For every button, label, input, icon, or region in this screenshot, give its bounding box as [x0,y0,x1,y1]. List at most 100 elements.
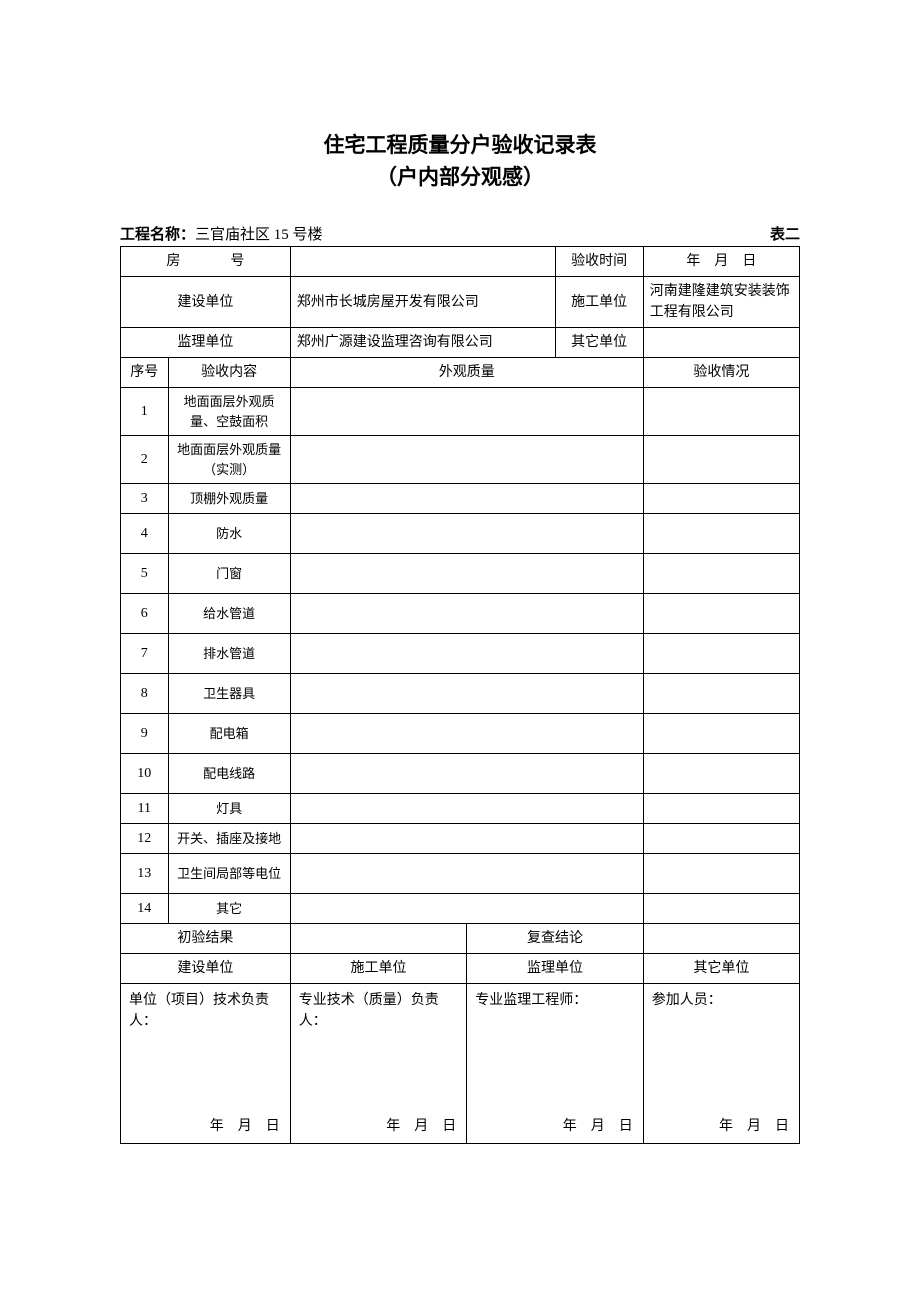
row-unit-headers: 建设单位 施工单位 监理单位 其它单位 [121,954,800,984]
table-row: 11灯具 [121,794,800,824]
sig-other-unit: 参加人员： 年 月 日 [643,984,799,1144]
cell-seq: 13 [121,854,169,894]
hdr-other-unit: 其它单位 [643,954,799,984]
cell-status [643,388,799,436]
cell-seq: 7 [121,634,169,674]
cell-status [643,674,799,714]
cell-seq: 4 [121,514,169,554]
header-row: 工程名称：三官庙社区 15 号楼 表二 [120,223,800,244]
table-row: 12开关、插座及接地 [121,824,800,854]
cell-status [643,554,799,594]
hdr-build-unit: 建设单位 [121,954,291,984]
table-row: 14其它 [121,894,800,924]
document-title: 住宅工程质量分户验收记录表 （户内部分观感） [120,130,800,193]
cell-content: 地面面层外观质量（实测） [168,436,290,484]
table-row: 8卫生器具 [121,674,800,714]
cell-quality [290,674,643,714]
cell-content: 其它 [168,894,290,924]
cell-quality [290,514,643,554]
sig-build-date: 年 月 日 [210,1116,280,1137]
cell-quality [290,436,643,484]
cell-content: 地面面层外观质量、空鼓面积 [168,388,290,436]
value-initial-result [290,924,467,954]
project-name-value: 三官庙社区 15 号楼 [195,227,323,243]
cell-status [643,794,799,824]
sig-build-label: 单位（项目）技术负责人： [129,990,282,1032]
label-construct-unit: 施工单位 [555,277,643,328]
cell-content: 给水管道 [168,594,290,634]
label-appearance: 外观质量 [290,358,643,388]
acceptance-table: 房 号 验收时间 年 月 日 建设单位 郑州市长城房屋开发有限公司 施工单位 河… [120,246,800,1144]
cell-seq: 14 [121,894,169,924]
sig-construct-date: 年 月 日 [386,1116,456,1137]
table-row: 3顶棚外观质量 [121,484,800,514]
sig-other-date: 年 月 日 [719,1116,789,1137]
cell-quality [290,388,643,436]
value-review-result [643,924,799,954]
value-build-unit: 郑州市长城房屋开发有限公司 [290,277,555,328]
table-row: 5门窗 [121,554,800,594]
value-construct-unit: 河南建隆建筑安装装饰工程有限公司 [643,277,799,328]
cell-quality [290,894,643,924]
label-build-unit: 建设单位 [121,277,291,328]
cell-status [643,754,799,794]
row-signatures: 单位（项目）技术负责人： 年 月 日 专业技术（质量）负责人： 年 月 日 专业… [121,984,800,1144]
cell-content: 开关、插座及接地 [168,824,290,854]
row-supervise-unit: 监理单位 郑州广源建设监理咨询有限公司 其它单位 [121,328,800,358]
cell-status [643,714,799,754]
cell-quality [290,824,643,854]
label-seq: 序号 [121,358,169,388]
cell-quality [290,854,643,894]
cell-seq: 11 [121,794,169,824]
value-room-no [290,247,555,277]
cell-quality [290,484,643,514]
table-row: 1地面面层外观质量、空鼓面积 [121,388,800,436]
cell-seq: 9 [121,714,169,754]
project-name-label: 工程名称： [120,227,195,243]
cell-quality [290,594,643,634]
cell-quality [290,714,643,754]
cell-content: 排水管道 [168,634,290,674]
cell-seq: 8 [121,674,169,714]
sig-supervise-unit: 专业监理工程师： 年 月 日 [467,984,644,1144]
hdr-construct-unit: 施工单位 [290,954,467,984]
row-results: 初验结果 复查结论 [121,924,800,954]
table-row: 13卫生间局部等电位 [121,854,800,894]
label-content: 验收内容 [168,358,290,388]
label-accept-time: 验收时间 [555,247,643,277]
cell-status [643,634,799,674]
cell-seq: 6 [121,594,169,634]
table-row: 4防水 [121,514,800,554]
cell-status [643,484,799,514]
cell-status [643,894,799,924]
label-status: 验收情况 [643,358,799,388]
table-row: 10配电线路 [121,754,800,794]
cell-status [643,854,799,894]
row-list-header: 序号 验收内容 外观质量 验收情况 [121,358,800,388]
cell-content: 卫生器具 [168,674,290,714]
cell-content: 门窗 [168,554,290,594]
cell-content: 配电线路 [168,754,290,794]
table-number: 表二 [770,223,800,244]
cell-content: 卫生间局部等电位 [168,854,290,894]
title-line-1: 住宅工程质量分户验收记录表 [120,130,800,162]
value-other-unit [643,328,799,358]
cell-seq: 2 [121,436,169,484]
cell-content: 灯具 [168,794,290,824]
hdr-supervise-unit: 监理单位 [467,954,644,984]
label-supervise-unit: 监理单位 [121,328,291,358]
cell-seq: 12 [121,824,169,854]
label-initial-result: 初验结果 [121,924,291,954]
cell-seq: 1 [121,388,169,436]
table-row: 7排水管道 [121,634,800,674]
cell-quality [290,554,643,594]
table-row: 6给水管道 [121,594,800,634]
sig-construct-label: 专业技术（质量）负责人： [299,990,459,1032]
cell-seq: 10 [121,754,169,794]
label-room-no: 房 号 [121,247,291,277]
cell-status [643,436,799,484]
label-other-unit: 其它单位 [555,328,643,358]
cell-status [643,824,799,854]
cell-content: 防水 [168,514,290,554]
value-accept-time: 年 月 日 [643,247,799,277]
